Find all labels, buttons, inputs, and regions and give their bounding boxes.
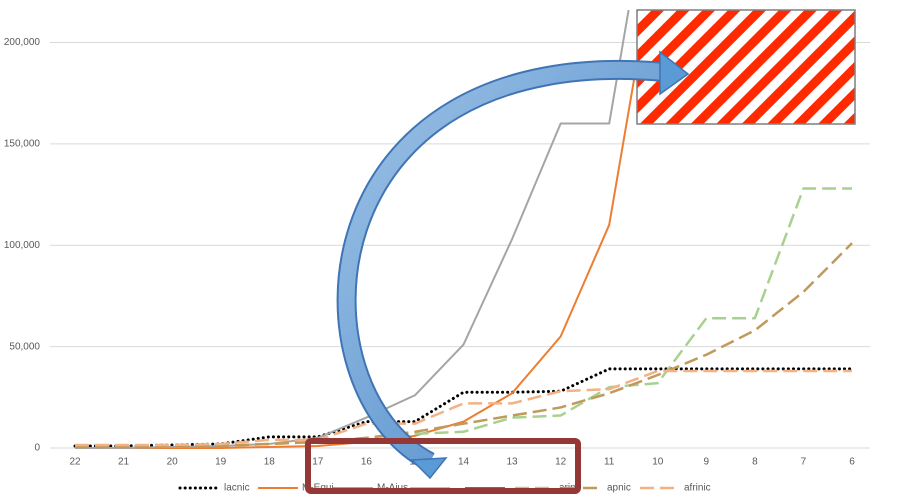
y-tick-label: 50,000 [9,341,40,352]
arrow-tail [410,457,448,480]
x-tick-label: 12 [555,457,567,468]
highlight-box [305,438,581,494]
series-line [75,369,852,447]
x-tick-label: 9 [704,457,710,468]
x-tick-label: 6 [849,457,855,468]
x-tick-label: 21 [118,457,130,468]
y-tick-label: 200,000 [4,37,41,48]
x-tick-label: 20 [167,457,179,468]
legend-label: lacnic [224,483,250,494]
series-line [75,10,630,449]
y-tick-label: 100,000 [4,240,41,251]
x-tick-label: 22 [69,457,81,468]
x-tick-label: 14 [458,457,470,468]
x-tick-label: 10 [652,457,664,468]
legend-label: afrinic [684,483,711,494]
series-line [75,242,853,449]
arrow-head [659,50,690,96]
legend-label: apnic [607,483,631,494]
y-tick-label: 150,000 [4,138,41,149]
x-tick-label: 11 [604,457,615,468]
x-tick-label: 18 [264,457,276,468]
arrow-outline [336,60,666,471]
x-tick-label: 16 [361,457,373,468]
x-tick-label: 13 [507,457,519,468]
series-line [75,187,852,448]
x-tick-label: 8 [752,457,758,468]
x-tick-label: 17 [312,457,324,468]
y-tick-label: 0 [34,443,40,454]
overlay [305,9,856,494]
x-tick-label: 19 [215,457,227,468]
series-line [73,367,854,448]
arrow-body [338,62,666,470]
x-tick-label: 7 [801,457,807,468]
plot-area [50,10,870,449]
